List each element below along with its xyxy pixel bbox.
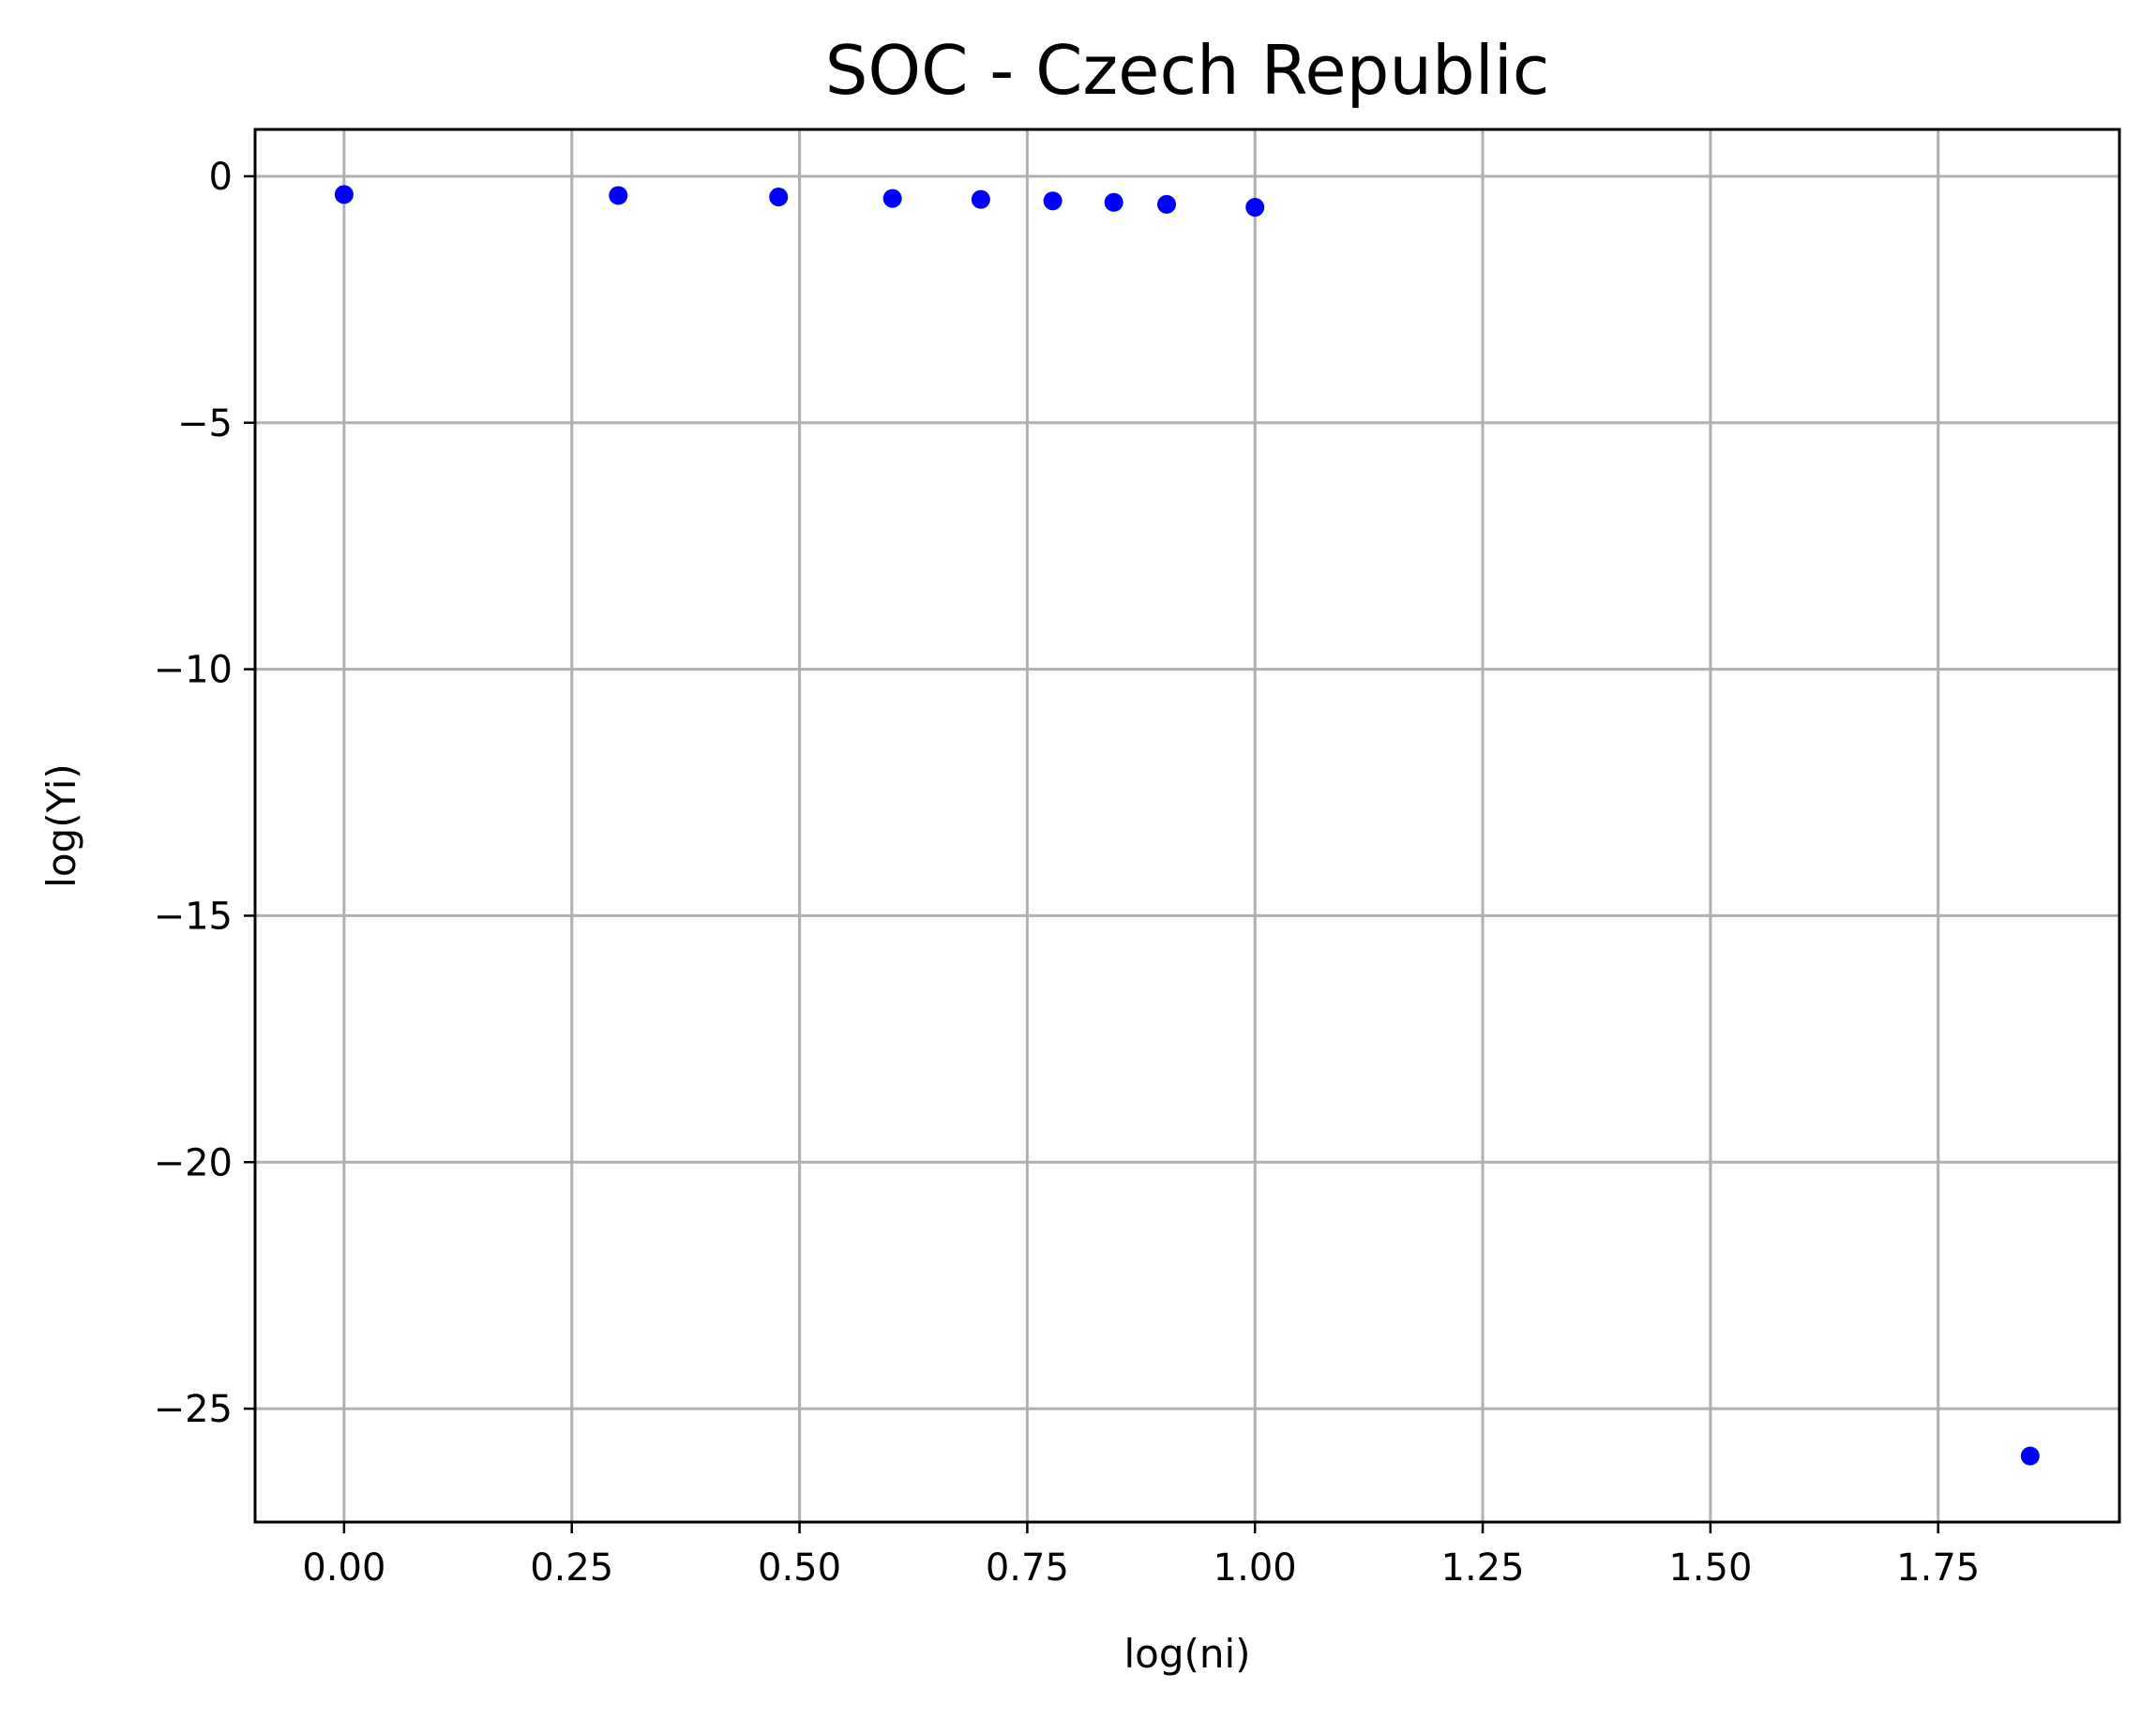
x-tick-label: 1.00 <box>1214 1546 1297 1590</box>
axis-ticks: 0.00 0.25 0.50 0.75 1.00 1.25 1.50 1.75 0 −5 −10 −1… <box>154 156 1981 1590</box>
y-tick-label: −20 <box>154 1141 233 1184</box>
x-tick-label: 1.50 <box>1668 1546 1752 1590</box>
y-axis-label: log(Yi) <box>38 763 84 888</box>
plot-area-frame <box>253 128 2121 1524</box>
x-tick-label: 0.00 <box>302 1546 385 1590</box>
x-tick-label: 1.25 <box>1441 1546 1525 1590</box>
scatter-points <box>334 185 2040 1466</box>
x-tick-label: 1.75 <box>1896 1546 1980 1590</box>
y-tick-label: −5 <box>177 402 233 445</box>
data-point <box>334 185 354 204</box>
x-axis-label: log(ni) <box>1123 1631 1250 1677</box>
data-point <box>2020 1446 2040 1466</box>
y-tick-label: −25 <box>154 1388 233 1431</box>
y-tick-label: −15 <box>154 895 233 938</box>
x-tick-label: 0.50 <box>758 1546 841 1590</box>
data-point <box>1156 194 1176 214</box>
y-tick-label: 0 <box>209 156 233 199</box>
data-point <box>971 189 990 209</box>
data-point <box>609 186 628 205</box>
data-point <box>1043 191 1063 211</box>
data-point <box>769 188 789 207</box>
data-point <box>1104 192 1123 212</box>
x-tick-label: 0.25 <box>530 1546 613 1590</box>
chart-title: SOC - Czech Republic <box>825 31 1550 110</box>
data-point <box>1245 198 1265 218</box>
grid-lines <box>255 129 2119 1522</box>
y-tick-label: −10 <box>154 649 233 692</box>
data-point <box>882 188 902 208</box>
x-tick-label: 0.75 <box>986 1546 1069 1590</box>
